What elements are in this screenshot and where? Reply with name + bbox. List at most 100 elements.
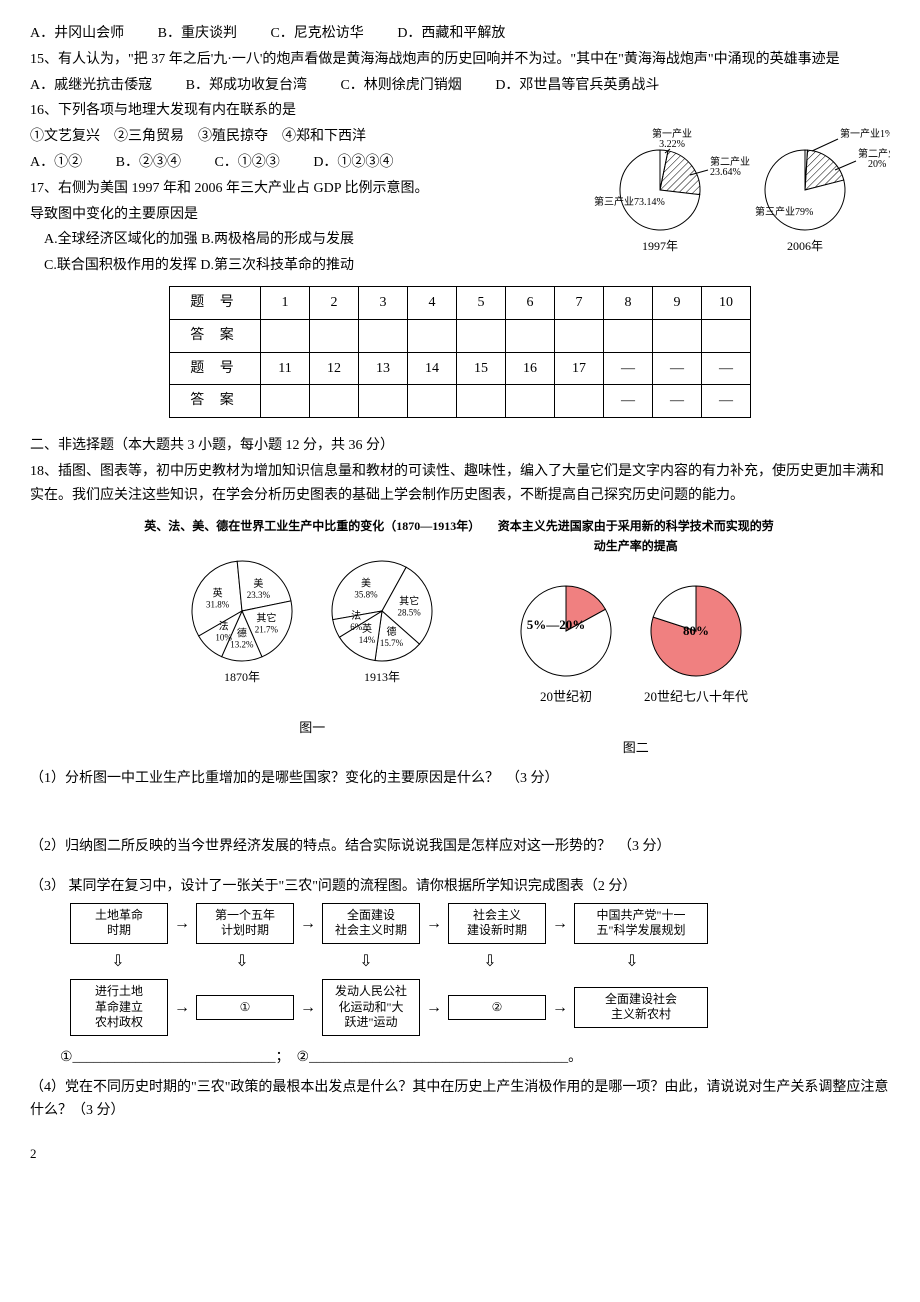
flowchart: 土地革命时期→第一个五年计划时期→全面建设社会主义时期→社会主义建设新时期→中国… bbox=[30, 903, 890, 1036]
fig1-title: 英、法、美、德在世界工业生产中比重的变化（1870—1913年） bbox=[144, 516, 480, 536]
arrow-down-icon: ⇩ bbox=[194, 948, 290, 975]
q18-p2: （2）归纳图二所反映的当今世界经济发展的特点。结合实际说说我国是怎样应对这一形势… bbox=[30, 835, 890, 859]
fig1-svg: 英31.8%美23.3%其它21.7%德13.2%法10% 1870年 美35.… bbox=[162, 536, 462, 706]
fig2-right-year: 20世纪七八十年代 bbox=[644, 689, 748, 704]
q16-stem: 16、下列各项与地理大发现有内在联系的是 bbox=[30, 99, 890, 123]
flow-row-1: 土地革命时期→第一个五年计划时期→全面建设社会主义时期→社会主义建设新时期→中国… bbox=[70, 903, 890, 944]
svg-text:其它: 其它 bbox=[399, 594, 419, 607]
q14-opt-a: A．井冈山会师 bbox=[30, 22, 124, 46]
arrow-down-icon: ⇩ bbox=[566, 948, 698, 975]
q14-opt-b: B．重庆谈判 bbox=[158, 22, 237, 46]
svg-text:其它: 其它 bbox=[257, 612, 277, 625]
q15-opt-c: C．林则徐虎门销烟 bbox=[340, 74, 461, 98]
flow-box: 土地革命时期 bbox=[70, 903, 168, 944]
gdp-1997-l2p: 23.64% bbox=[710, 167, 741, 178]
q15-opt-d: D．邓世昌等官兵英勇战斗 bbox=[495, 74, 659, 98]
fig2: 资本主义先进国家由于采用新的科学技术而实现的劳动生产率的提高 5%—20% 20… bbox=[496, 516, 776, 760]
q18-p4: （4）党在不同历史时期的"三农"政策的最根本出发点是什么？其中在历史上产生消极作… bbox=[30, 1076, 890, 1124]
q16-opt-d: D．①②③④ bbox=[313, 151, 393, 175]
svg-text:美: 美 bbox=[361, 577, 371, 590]
grid-r1-label: 题 号 bbox=[170, 286, 261, 319]
arrow-right-icon: → bbox=[300, 994, 316, 1021]
flow-box: 全面建设社会主义时期 bbox=[322, 903, 420, 944]
q16-opt-b: B．②③④ bbox=[116, 151, 181, 175]
fig2-title: 资本主义先进国家由于采用新的科学技术而实现的劳动生产率的提高 bbox=[496, 516, 776, 557]
gdp-1997-l1p: 3.22% bbox=[659, 139, 685, 150]
fig1-1870-year: 1870年 bbox=[224, 670, 260, 684]
figures-row: 英、法、美、德在世界工业生产中比重的变化（1870—1913年） 英31.8%美… bbox=[30, 516, 890, 760]
svg-text:美: 美 bbox=[254, 577, 264, 590]
svg-text:80%: 80% bbox=[683, 623, 709, 638]
svg-text:14%: 14% bbox=[359, 635, 376, 645]
flow-box: 中国共产党"十一五"科学发展规划 bbox=[574, 903, 708, 944]
arrow-right-icon: → bbox=[300, 910, 316, 937]
flow-box: ② bbox=[448, 995, 546, 1021]
gdp-2006-l3: 第三产业79% bbox=[755, 205, 813, 218]
arrow-right-icon: → bbox=[174, 994, 190, 1021]
q17-opt-d: D.第三次科技革命的推动 bbox=[200, 258, 354, 273]
q18-p1: （1）分析图一中工业生产比重增加的是哪些国家？变化的主要原因是什么？ （3 分） bbox=[30, 767, 890, 791]
q14-opt-c: C．尼克松访华 bbox=[270, 22, 363, 46]
q18-blanks: ①_____________________________； ②_______… bbox=[60, 1046, 890, 1070]
arrow-right-icon: → bbox=[426, 910, 442, 937]
gdp-2006-l1: 第一产业1% bbox=[840, 127, 890, 140]
q16-opt-a: A．①② bbox=[30, 151, 82, 175]
svg-text:德: 德 bbox=[387, 625, 397, 638]
arrow-down-icon: ⇩ bbox=[442, 948, 538, 975]
svg-text:5%—20%: 5%—20% bbox=[527, 617, 586, 632]
grid-row3: 题 号 11 12 13 14 15 16 17 — — — bbox=[170, 352, 751, 385]
grid-row2: 答 案 bbox=[170, 319, 751, 352]
q14-opt-d: D．西藏和平解放 bbox=[397, 22, 505, 46]
fig2-caption: 图二 bbox=[496, 737, 776, 759]
answer-grid: 题 号 1 2 3 4 5 6 7 8 9 10 答 案 题 号 11 12 1… bbox=[169, 286, 751, 418]
grid-row4: 答 案 — — — bbox=[170, 385, 751, 418]
svg-text:23.3%: 23.3% bbox=[247, 590, 271, 600]
svg-text:13.2%: 13.2% bbox=[230, 639, 254, 649]
fig2-left-year: 20世纪初 bbox=[540, 689, 592, 704]
grid-row1: 题 号 1 2 3 4 5 6 7 8 9 10 bbox=[170, 286, 751, 319]
arrow-right-icon: → bbox=[552, 994, 568, 1021]
svg-text:15.7%: 15.7% bbox=[380, 638, 404, 648]
q18-intro: 18、插图、图表等，初中历史教材为增加知识信息量和教材的可读性、趣味性，编入了大… bbox=[30, 460, 890, 508]
svg-text:35.8%: 35.8% bbox=[355, 590, 379, 600]
arrow-down-icon: ⇩ bbox=[318, 948, 414, 975]
svg-text:法: 法 bbox=[219, 619, 229, 632]
gdp-2006-year: 2006年 bbox=[787, 239, 823, 253]
svg-text:21.7%: 21.7% bbox=[255, 625, 279, 635]
svg-text:28.5%: 28.5% bbox=[398, 607, 422, 617]
flow-box: 进行土地革命建立农村政权 bbox=[70, 979, 168, 1036]
fig1: 英、法、美、德在世界工业生产中比重的变化（1870—1913年） 英31.8%美… bbox=[144, 516, 480, 739]
q16-opt-c: C．①②③ bbox=[214, 151, 279, 175]
q15-opt-b: B．郑成功收复台湾 bbox=[186, 74, 307, 98]
q15-opt-a: A．戚继光抗击倭寇 bbox=[30, 74, 152, 98]
gdp-2006-l2p: 20% bbox=[868, 159, 886, 170]
flow-box: 第一个五年计划时期 bbox=[196, 903, 294, 944]
svg-text:英: 英 bbox=[213, 586, 223, 599]
q17-opt-a: A.全球经济区域化的加强 bbox=[44, 232, 198, 247]
q15-stem: 15、有人认为，"把 37 年之后'九·一八'的炮声看做是黄海海战炮声的历史回响… bbox=[30, 48, 890, 72]
flow-box: ① bbox=[196, 995, 294, 1021]
section2-title: 二、非选择题（本大题共 3 小题，每小题 12 分，共 36 分） bbox=[30, 434, 890, 458]
arrow-right-icon: → bbox=[174, 910, 190, 937]
flow-box: 社会主义建设新时期 bbox=[448, 903, 546, 944]
page-number: 2 bbox=[30, 1143, 890, 1165]
gdp-pies-svg: 1997年 2006年 第一产业 3.22% 第二产业 23.64% 第三产业7… bbox=[590, 125, 890, 265]
gdp-1997-l3: 第三产业73.14% bbox=[594, 195, 665, 208]
fig2-svg: 5%—20% 20世纪初 80% 20世纪七八十年代 bbox=[496, 556, 776, 726]
svg-text:6%: 6% bbox=[351, 622, 364, 632]
gdp-1997-year: 1997年 bbox=[642, 239, 678, 253]
flow-box: 全面建设社会主义新农村 bbox=[574, 987, 708, 1028]
fig1-caption: 图一 bbox=[144, 717, 480, 739]
gdp-pie-charts: 1997年 2006年 第一产业 3.22% 第二产业 23.64% 第三产业7… bbox=[590, 125, 890, 265]
svg-text:法: 法 bbox=[352, 609, 362, 622]
svg-text:德: 德 bbox=[237, 626, 247, 639]
q15-options: A．戚继光抗击倭寇 B．郑成功收复台湾 C．林则徐虎门销烟 D．邓世昌等官兵英勇… bbox=[30, 74, 890, 98]
q17-opt-c: C.联合国积极作用的发挥 bbox=[44, 258, 197, 273]
flow-box: 发动人民公社化运动和"大跃进"运动 bbox=[322, 979, 420, 1036]
flow-row-2: 进行土地革命建立农村政权→①→发动人民公社化运动和"大跃进"运动→②→全面建设社… bbox=[70, 979, 890, 1036]
arrow-right-icon: → bbox=[426, 994, 442, 1021]
svg-text:31.8%: 31.8% bbox=[206, 599, 230, 609]
svg-text:10%: 10% bbox=[216, 632, 233, 642]
svg-text:英: 英 bbox=[362, 622, 372, 635]
flow-down-arrows: ⇩ ⇩ ⇩ ⇩ ⇩ bbox=[70, 948, 890, 975]
